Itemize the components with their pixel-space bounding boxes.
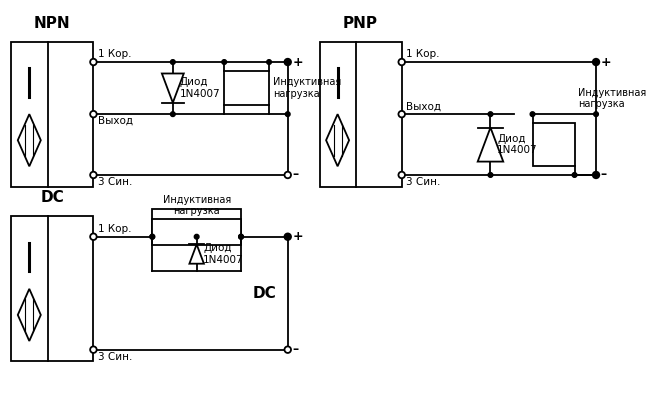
Text: DC: DC [252,286,276,301]
Circle shape [593,112,599,116]
Bar [224,71,269,105]
Circle shape [593,60,599,64]
Circle shape [398,111,405,118]
Circle shape [170,112,175,116]
Circle shape [488,173,493,177]
Text: Диод
1N4007: Диод 1N4007 [179,77,220,99]
Circle shape [593,172,599,178]
Text: Индуктивная
нагрузка: Индуктивная нагрузка [162,194,231,216]
Circle shape [285,346,291,353]
Circle shape [222,60,227,64]
Circle shape [266,60,272,64]
Text: Диод
1N4007: Диод 1N4007 [203,243,244,265]
Polygon shape [18,289,41,341]
Text: DC: DC [40,190,64,205]
Text: 3 Син.: 3 Син. [406,177,441,187]
Text: PNP: PNP [343,16,378,30]
Circle shape [593,59,599,65]
Circle shape [593,173,599,177]
Circle shape [398,59,405,65]
Circle shape [150,234,155,239]
Text: Выход: Выход [98,116,133,126]
Text: Индуктивная
нагрузка: Индуктивная нагрузка [578,88,647,110]
Circle shape [285,234,290,239]
Text: Выход: Выход [406,101,441,111]
Circle shape [239,234,243,239]
Circle shape [488,112,493,116]
Text: Диод
1N4007: Диод 1N4007 [497,134,538,155]
Circle shape [170,60,175,64]
Circle shape [285,59,291,65]
Text: 1 Кор.: 1 Кор. [406,49,440,59]
Text: 1 Кор.: 1 Кор. [98,224,131,234]
Text: 1 Кор.: 1 Кор. [98,49,131,59]
Circle shape [90,234,97,240]
Polygon shape [478,128,503,162]
Text: 3 Син.: 3 Син. [98,177,133,187]
Text: 3 Син.: 3 Син. [98,352,133,362]
Circle shape [398,172,405,178]
Text: NPN: NPN [34,16,71,30]
Circle shape [150,234,155,239]
Bar [532,124,575,166]
Circle shape [90,346,97,353]
Polygon shape [162,74,184,103]
Bar [11,42,94,186]
Text: +: + [292,230,303,243]
Circle shape [239,234,243,239]
Bar [320,42,402,186]
Polygon shape [18,114,41,166]
Polygon shape [326,114,349,166]
Circle shape [572,173,577,177]
Circle shape [530,112,535,116]
Bar [152,219,241,245]
Polygon shape [189,244,204,264]
Circle shape [194,234,199,239]
Text: –: – [292,168,298,182]
Circle shape [285,172,291,178]
Text: –: – [601,168,607,182]
Circle shape [90,59,97,65]
Circle shape [285,60,290,64]
Text: Индуктивная
нагрузка: Индуктивная нагрузка [273,77,341,99]
Circle shape [90,111,97,118]
Bar [11,216,94,361]
Circle shape [285,112,290,116]
Circle shape [90,172,97,178]
Text: –: – [292,343,298,356]
Text: +: + [601,56,612,68]
Bar [152,209,241,237]
Circle shape [285,234,291,240]
Text: +: + [292,56,303,68]
